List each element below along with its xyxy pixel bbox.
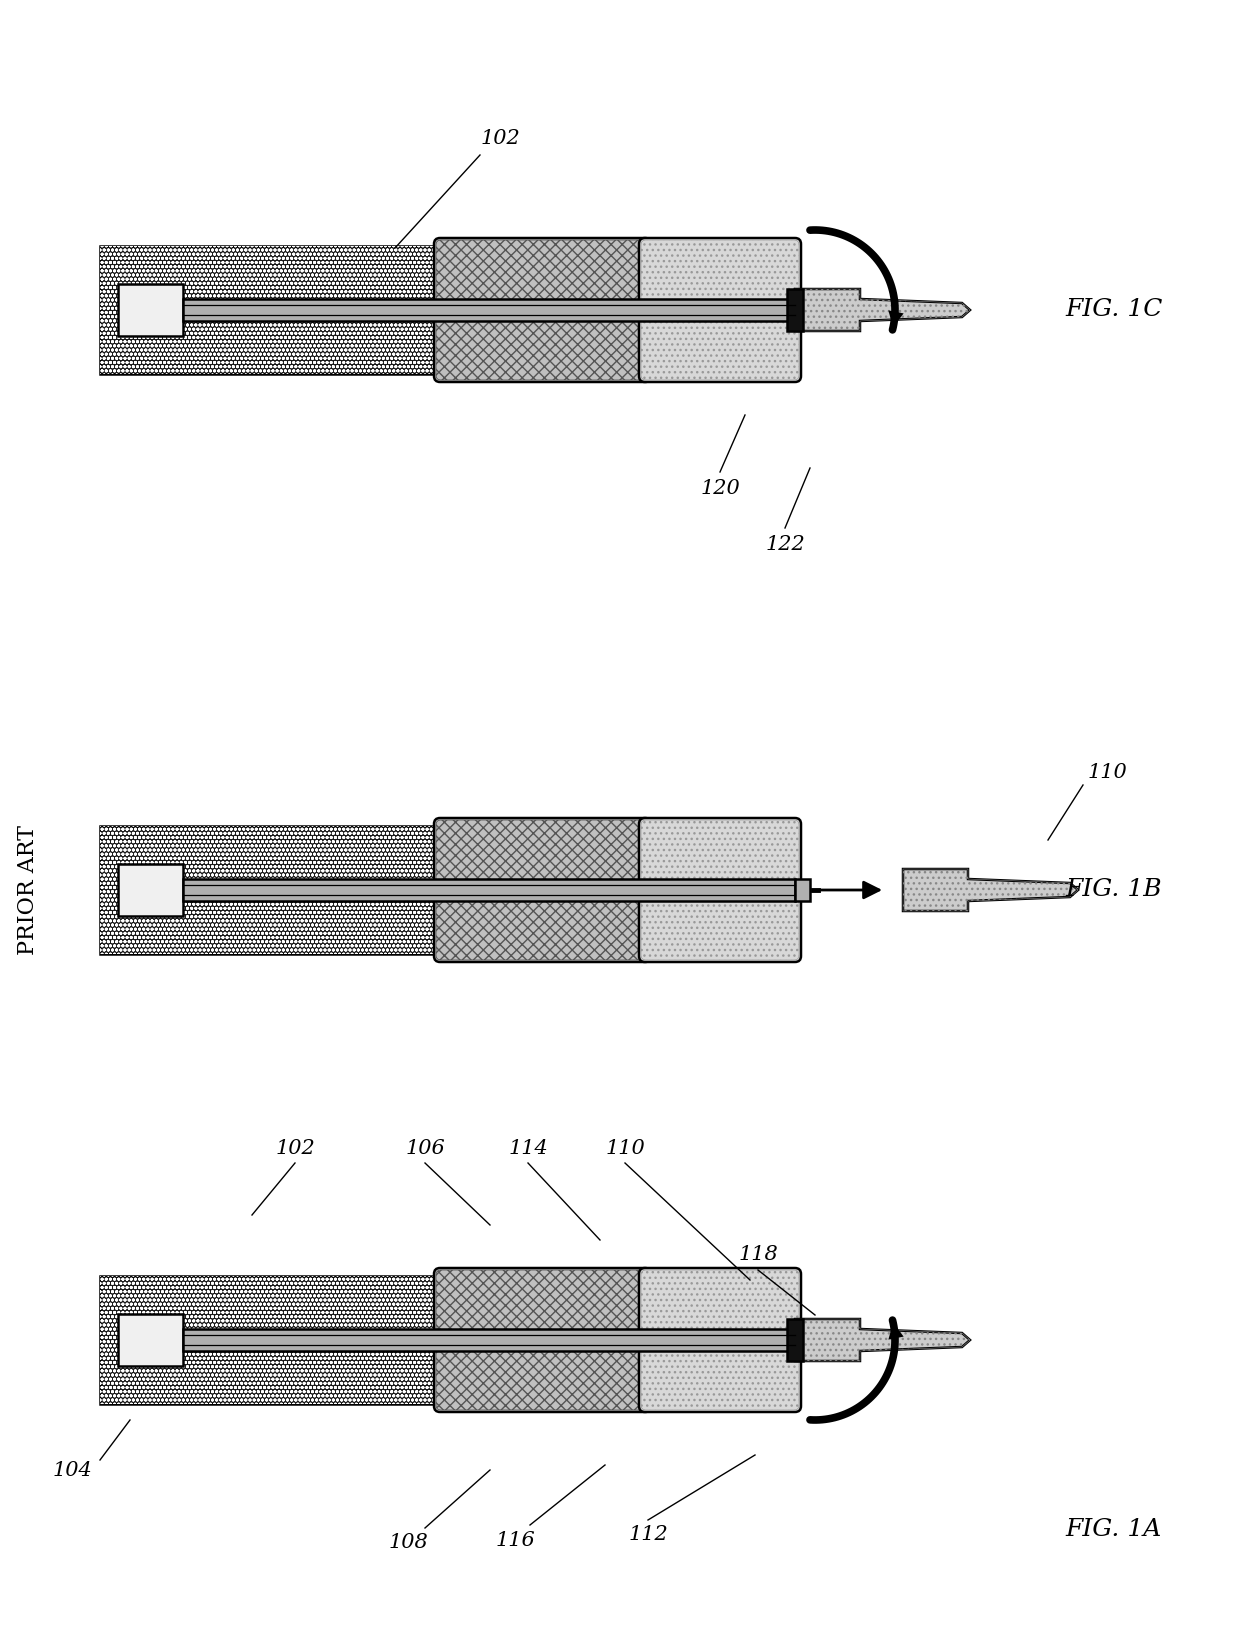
- FancyBboxPatch shape: [434, 238, 651, 314]
- Polygon shape: [795, 1319, 970, 1361]
- FancyBboxPatch shape: [639, 238, 801, 314]
- Text: FIG. 1B: FIG. 1B: [1065, 878, 1162, 901]
- Bar: [118, 1314, 184, 1366]
- FancyBboxPatch shape: [434, 1337, 651, 1412]
- Bar: [184, 880, 795, 901]
- Text: 118: 118: [738, 1245, 777, 1265]
- Bar: [100, 1276, 440, 1404]
- FancyBboxPatch shape: [639, 886, 801, 962]
- Text: 114: 114: [508, 1138, 548, 1158]
- Bar: [184, 1328, 795, 1351]
- FancyBboxPatch shape: [639, 306, 801, 382]
- FancyBboxPatch shape: [434, 886, 651, 962]
- Bar: [100, 246, 440, 373]
- FancyBboxPatch shape: [434, 817, 651, 894]
- FancyBboxPatch shape: [434, 1268, 651, 1345]
- Text: PRIOR ART: PRIOR ART: [17, 826, 38, 955]
- Text: 122: 122: [765, 536, 805, 555]
- Bar: [100, 826, 440, 953]
- Bar: [100, 246, 440, 373]
- Bar: [118, 863, 184, 916]
- Text: 106: 106: [405, 1138, 445, 1158]
- Polygon shape: [795, 288, 970, 331]
- FancyBboxPatch shape: [639, 1268, 801, 1345]
- Polygon shape: [903, 870, 1078, 911]
- FancyBboxPatch shape: [639, 817, 801, 894]
- Bar: [787, 288, 804, 331]
- Text: 120: 120: [701, 478, 740, 498]
- Text: 112: 112: [629, 1525, 668, 1545]
- Text: 110: 110: [605, 1138, 645, 1158]
- FancyBboxPatch shape: [639, 1337, 801, 1412]
- Text: FIG. 1A: FIG. 1A: [1065, 1518, 1161, 1541]
- Text: 108: 108: [388, 1533, 428, 1553]
- Text: 116: 116: [495, 1530, 534, 1550]
- Text: 104: 104: [52, 1461, 92, 1479]
- Bar: [100, 1276, 440, 1404]
- Text: FIG. 1C: FIG. 1C: [1065, 298, 1162, 321]
- Text: 102: 102: [275, 1138, 315, 1158]
- FancyBboxPatch shape: [434, 306, 651, 382]
- Bar: [100, 826, 440, 953]
- Text: 102: 102: [480, 128, 520, 147]
- Bar: [795, 880, 810, 901]
- Text: 110: 110: [1087, 763, 1127, 781]
- Bar: [787, 1319, 804, 1361]
- Bar: [184, 300, 795, 321]
- Bar: [118, 283, 184, 336]
